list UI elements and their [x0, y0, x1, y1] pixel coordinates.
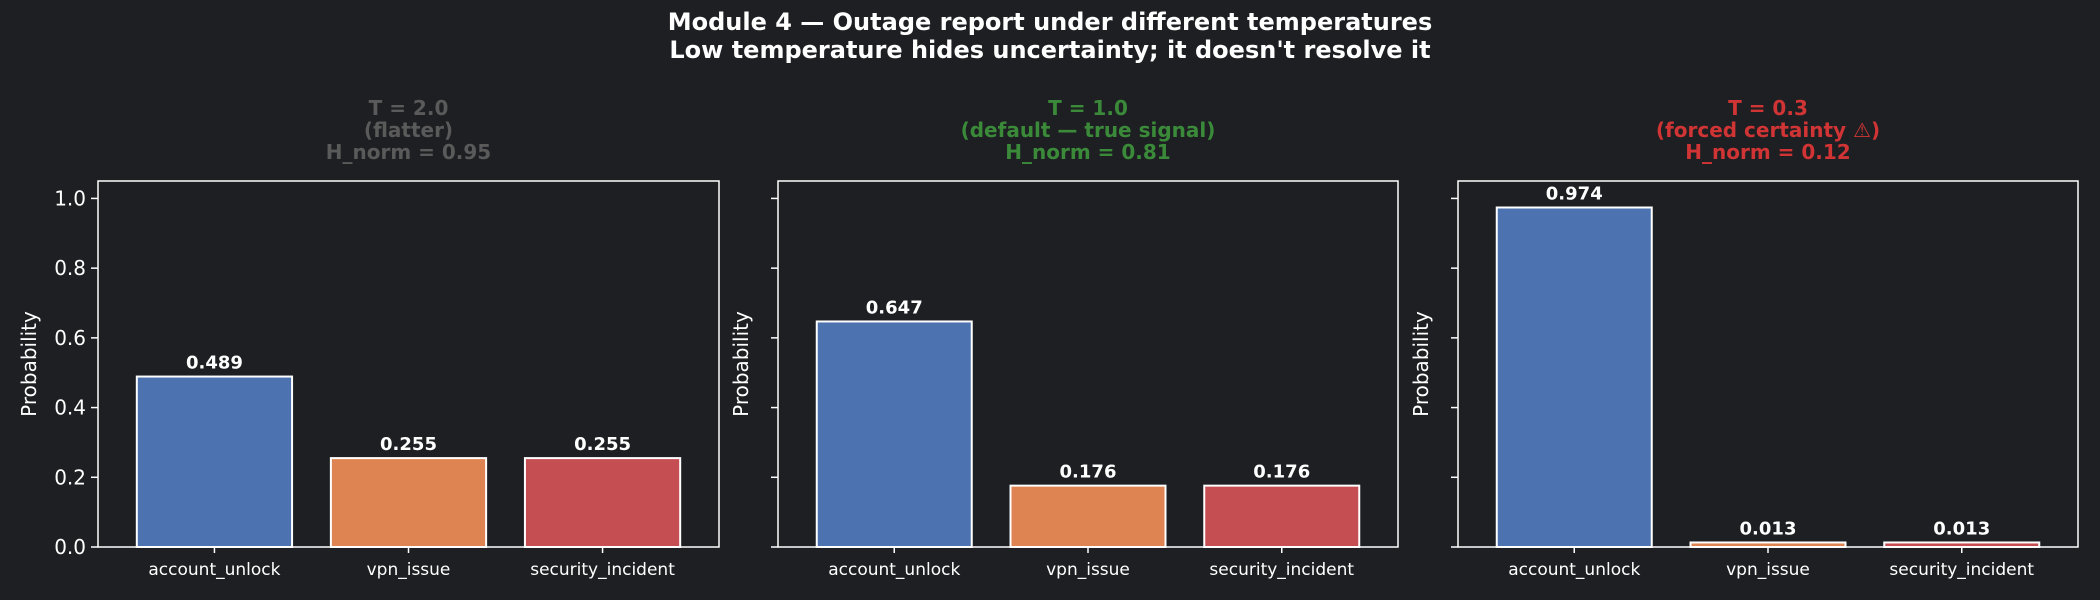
- x-tick-label: vpn_issue: [367, 560, 451, 580]
- figure-title-line-2: Low temperature hides uncertainty; it do…: [669, 36, 1430, 64]
- bar: [1495, 206, 1653, 548]
- panel-title-line: T = 0.3: [1728, 96, 1808, 120]
- bar: [815, 320, 973, 548]
- y-axis-label: Probability: [17, 311, 41, 417]
- y-tick-label: 0.0: [54, 535, 86, 559]
- y-tick-label: 0.4: [54, 396, 86, 420]
- chart-panel-1: T = 2.0(flatter)H_norm = 0.95 0.489 accoun…: [17, 96, 720, 580]
- panel-title-line: T = 2.0: [369, 96, 449, 120]
- panel-title-line: H_norm = 0.95: [326, 140, 491, 164]
- axes-frame: [97, 180, 720, 548]
- bar: [1009, 484, 1167, 548]
- bar: [135, 375, 294, 549]
- x-tick-label: account_unlock: [828, 560, 960, 580]
- x-tick-label: account_unlock: [1508, 560, 1640, 580]
- x-tick-label: vpn_issue: [1726, 560, 1810, 580]
- bar: [329, 457, 488, 548]
- bar: [1203, 484, 1361, 548]
- panel-title-line: H_norm = 0.12: [1685, 140, 1850, 164]
- chart-panels: T = 2.0(flatter)H_norm = 0.95 0.489 accoun…: [17, 96, 2079, 580]
- bar-value-label: 0.013: [1740, 518, 1797, 539]
- x-tick-label: account_unlock: [148, 560, 280, 580]
- panel-title-line: T = 1.0: [1048, 96, 1128, 120]
- y-axis-label: Probability: [729, 311, 753, 417]
- x-tick-label: security_incident: [1889, 560, 2034, 580]
- y-tick-label: 0.2: [54, 465, 86, 489]
- bar-value-label: 0.255: [380, 434, 437, 455]
- y-tick-label: 0.6: [54, 326, 86, 350]
- bar-value-label: 0.489: [186, 353, 243, 374]
- panel-title-line: (forced certainty ⚠): [1656, 118, 1880, 142]
- y-tick-label: 0.8: [54, 256, 86, 280]
- x-tick-label: security_incident: [530, 560, 675, 580]
- y-tick-label: 1.0: [54, 186, 86, 210]
- bar-value-label: 0.255: [574, 434, 631, 455]
- bar: [523, 457, 682, 548]
- bar-value-label: 0.176: [1060, 462, 1117, 483]
- bar-value-label: 0.974: [1546, 183, 1603, 204]
- chart-panel-2: T = 1.0(default — true signal)H_norm = 0…: [729, 96, 1399, 580]
- figure-title-line-1: Module 4 — Outage report under different…: [668, 8, 1433, 36]
- bar-value-label: 0.647: [866, 297, 923, 318]
- panel-title-line: H_norm = 0.81: [1005, 140, 1170, 164]
- panel-title-line: (flatter): [364, 118, 453, 142]
- x-tick-label: vpn_issue: [1046, 560, 1130, 580]
- chart-panel-3: T = 0.3(forced certainty ⚠)H_norm = 0.12…: [1409, 96, 2079, 580]
- y-axis-label: Probability: [1409, 311, 1433, 417]
- bar-value-label: 0.013: [1933, 518, 1990, 539]
- panel-title-line: (default — true signal): [961, 118, 1216, 142]
- bar-value-label: 0.176: [1253, 462, 1310, 483]
- axes-frame: [1457, 180, 2079, 548]
- axes-frame: [777, 180, 1399, 548]
- x-tick-label: security_incident: [1209, 560, 1354, 580]
